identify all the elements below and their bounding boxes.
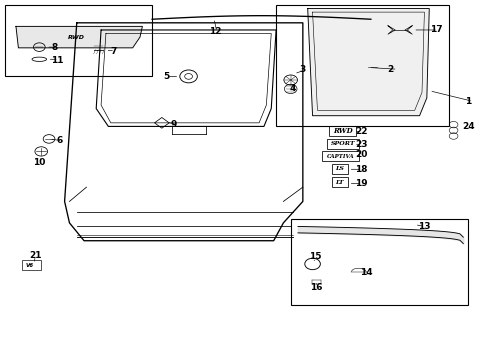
Text: 4: 4 (289, 84, 296, 93)
Text: 6: 6 (57, 136, 63, 145)
Text: 7: 7 (110, 47, 116, 56)
Text: 23: 23 (354, 140, 366, 149)
Text: RWD: RWD (332, 127, 352, 135)
Text: 24: 24 (461, 122, 473, 131)
Text: LS: LS (335, 166, 344, 171)
Text: 11: 11 (51, 56, 63, 65)
Text: LT: LT (335, 180, 344, 185)
Text: 15: 15 (308, 252, 321, 261)
Text: 22: 22 (354, 127, 366, 136)
Text: 21: 21 (29, 251, 41, 260)
Text: 13: 13 (417, 222, 430, 231)
Text: 3: 3 (299, 65, 305, 74)
Text: 2: 2 (386, 65, 393, 74)
Text: RWD: RWD (68, 35, 85, 40)
Text: 20: 20 (354, 150, 366, 159)
Text: 14: 14 (359, 268, 371, 277)
Text: 1: 1 (464, 97, 470, 106)
Text: 16: 16 (309, 283, 322, 292)
Text: V6: V6 (26, 263, 34, 268)
Polygon shape (307, 9, 428, 116)
Text: 10: 10 (33, 158, 45, 167)
Text: 19: 19 (354, 179, 367, 188)
Text: CAPTIVA: CAPTIVA (326, 154, 353, 159)
Text: 9: 9 (170, 120, 177, 129)
Text: 12: 12 (209, 27, 221, 36)
Text: SPORT: SPORT (330, 141, 354, 147)
Text: 5: 5 (163, 72, 169, 81)
Text: 18: 18 (354, 165, 366, 174)
Text: 17: 17 (429, 26, 442, 35)
Polygon shape (16, 26, 142, 48)
Text: 8: 8 (52, 43, 58, 52)
